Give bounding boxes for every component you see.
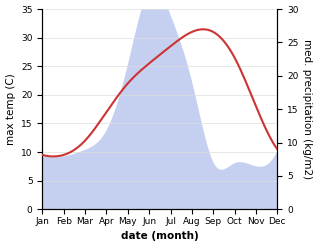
Y-axis label: max temp (C): max temp (C) — [5, 73, 16, 145]
X-axis label: date (month): date (month) — [121, 231, 199, 242]
Y-axis label: med. precipitation (kg/m2): med. precipitation (kg/m2) — [302, 39, 313, 179]
